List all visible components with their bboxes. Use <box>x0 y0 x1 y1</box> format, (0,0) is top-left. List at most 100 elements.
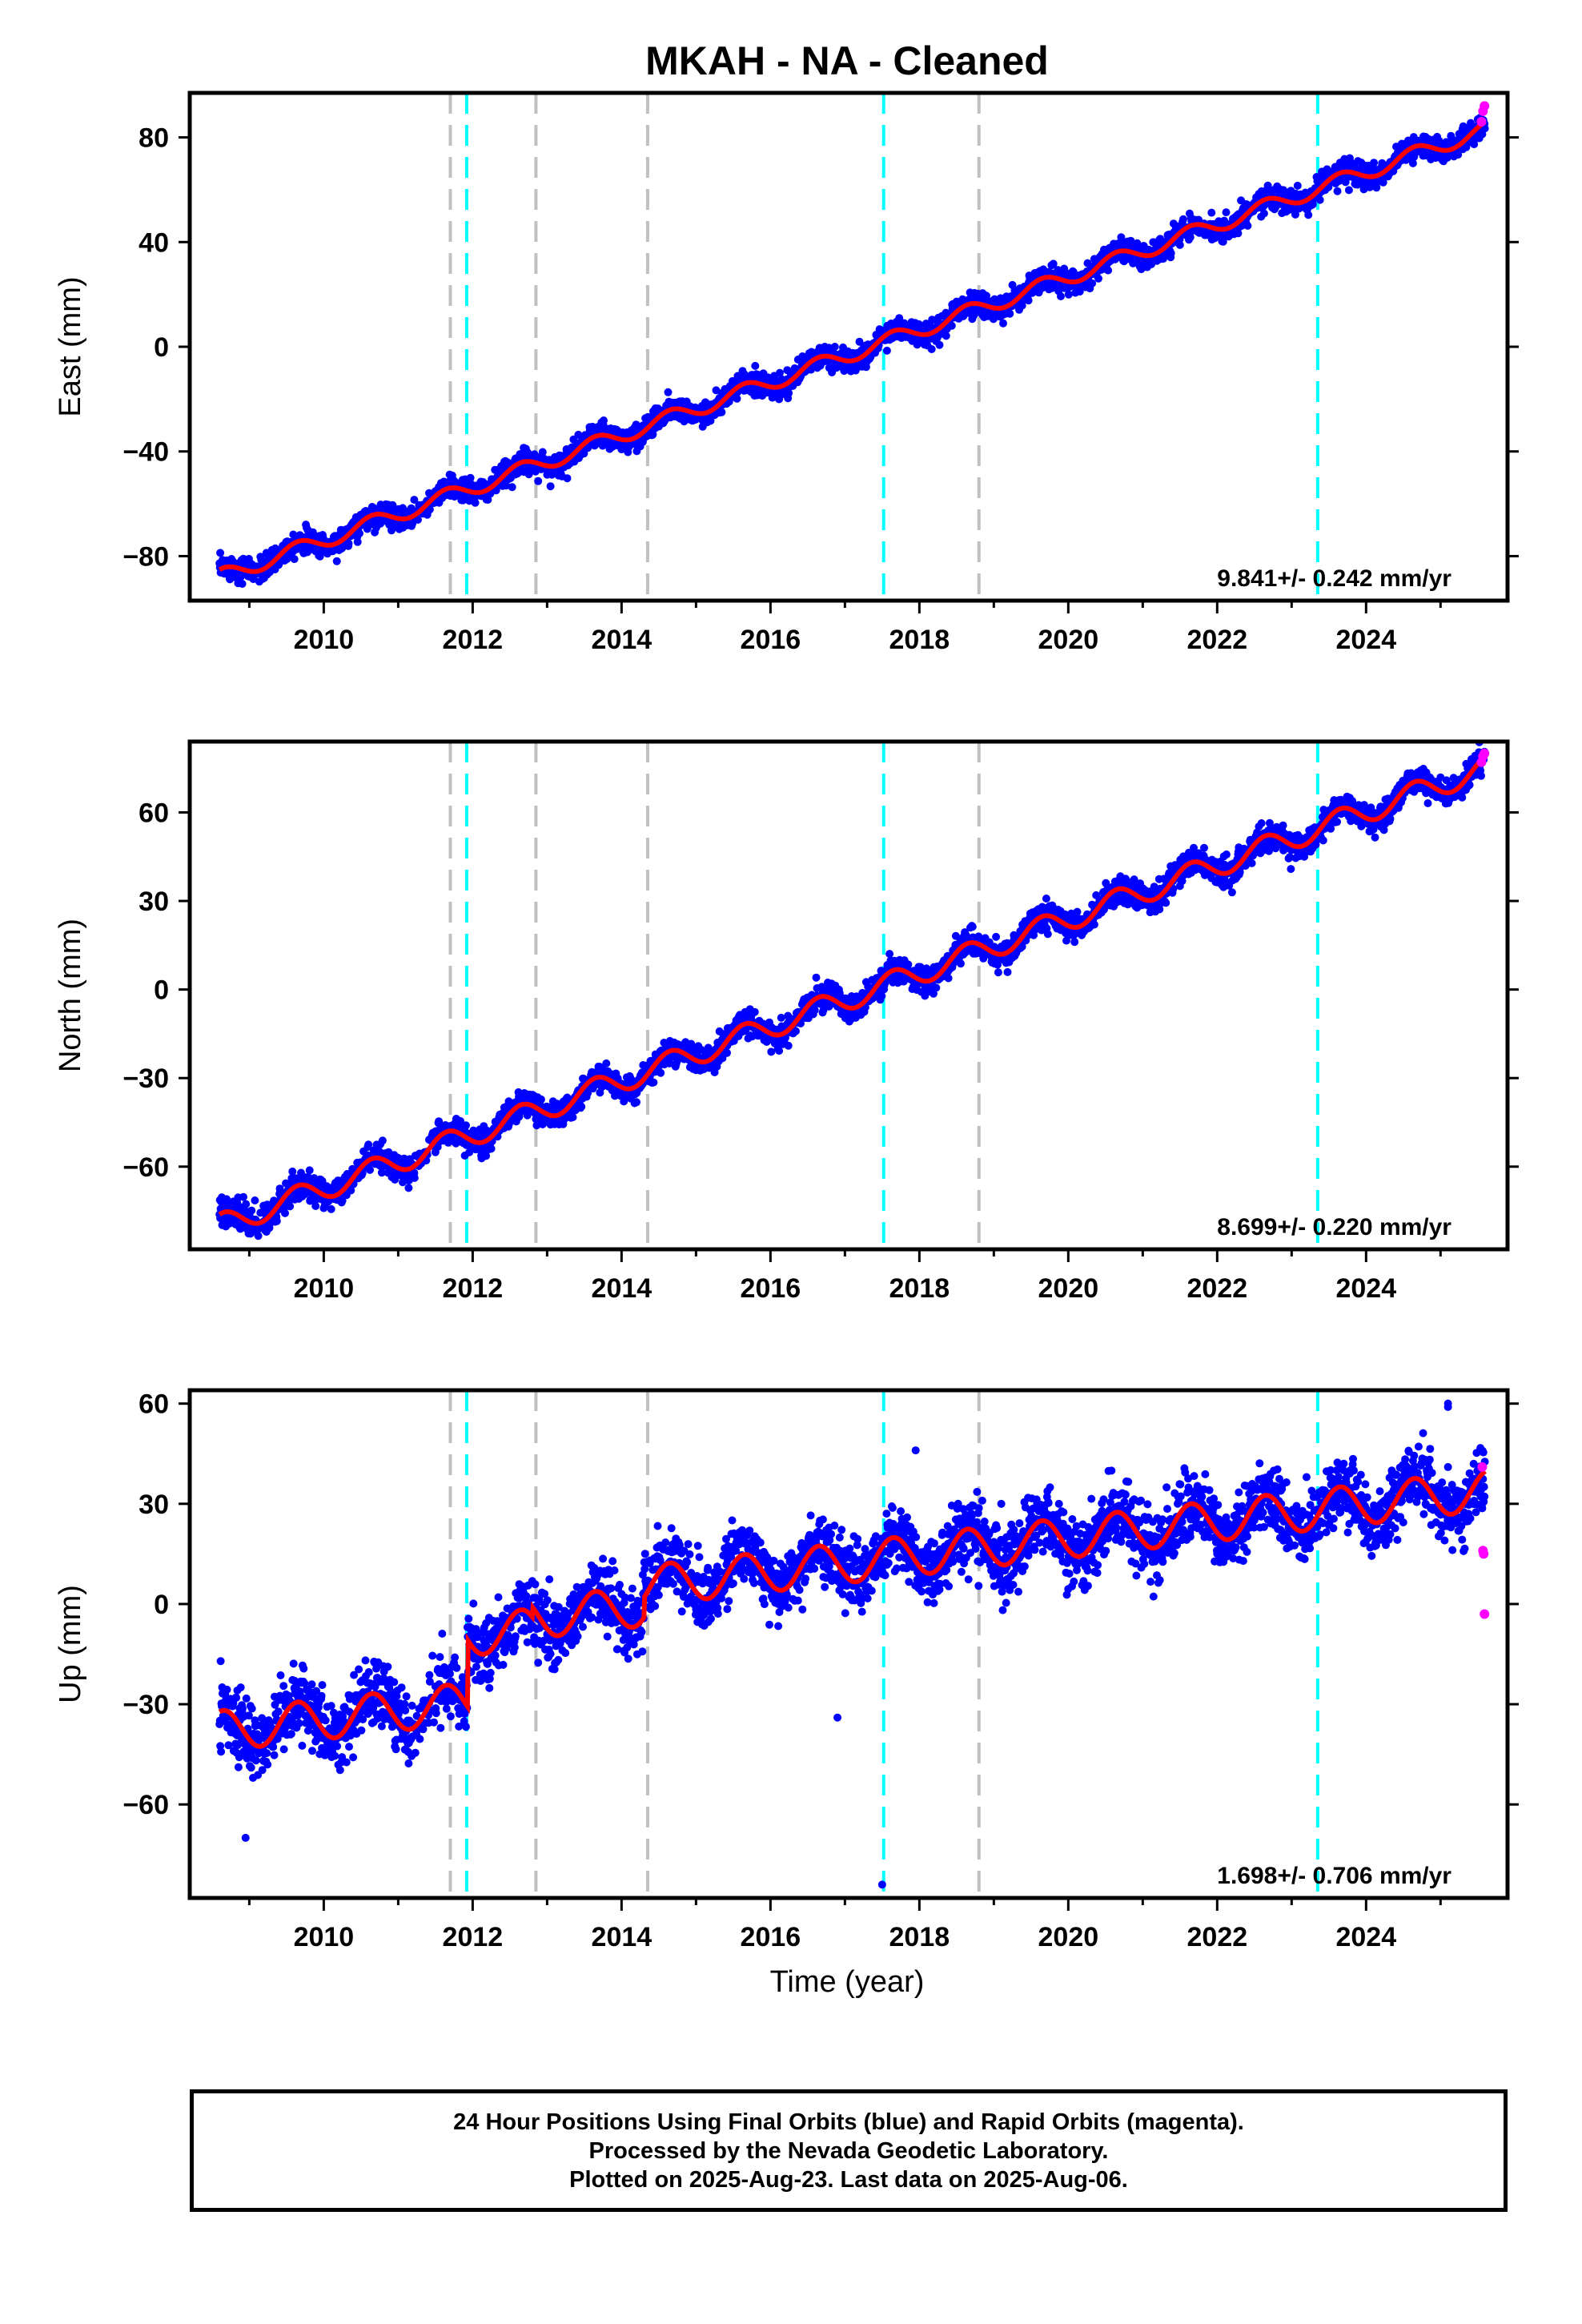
data-point <box>577 1102 586 1111</box>
data-point <box>1315 195 1324 204</box>
data-point <box>1259 209 1268 218</box>
data-point <box>1222 208 1231 217</box>
data-point <box>776 368 784 377</box>
data-point <box>1333 187 1342 195</box>
data-point <box>947 321 956 330</box>
data-point <box>1057 292 1065 300</box>
data-point <box>538 448 547 456</box>
data-point <box>239 1192 247 1201</box>
data-point <box>1064 290 1073 299</box>
data-point <box>664 388 673 396</box>
data-point <box>784 1041 793 1050</box>
data-point <box>1166 249 1175 258</box>
data-point <box>1293 181 1302 190</box>
rapid-point <box>1476 116 1487 127</box>
data-point <box>648 430 657 439</box>
data-point <box>1304 211 1313 219</box>
data-point <box>425 505 434 514</box>
data-point <box>895 314 904 323</box>
data-point <box>410 1173 419 1182</box>
x-tick-label: 2022 <box>1187 625 1248 655</box>
x-tick-label: 2024 <box>1335 625 1396 655</box>
data-point <box>290 555 299 564</box>
data-point <box>717 408 726 416</box>
data-point <box>882 346 891 355</box>
data-point <box>216 549 225 557</box>
data-point <box>563 474 572 483</box>
figure-title: MKAH - NA - Cleaned <box>645 38 1049 83</box>
data-point <box>327 1204 335 1213</box>
data-point <box>584 444 592 452</box>
data-point <box>247 1206 256 1215</box>
data-point <box>830 343 839 351</box>
data-point <box>1075 287 1084 296</box>
data-point <box>536 1095 545 1104</box>
y-tick-label: 40 <box>139 227 169 258</box>
data-point <box>534 476 543 485</box>
data-point <box>388 501 397 509</box>
data-point <box>251 1196 259 1204</box>
data-point <box>332 557 341 565</box>
data-point <box>999 319 1007 328</box>
data-point <box>1219 237 1227 246</box>
data-point <box>281 1208 289 1217</box>
data-point <box>466 473 475 482</box>
data-point <box>305 1166 314 1175</box>
data-point <box>1179 215 1187 223</box>
data-point <box>1024 296 1033 305</box>
model-fit-line <box>218 119 1487 574</box>
x-tick-label: 2016 <box>741 625 801 655</box>
data-point <box>807 365 815 374</box>
data-point <box>1243 221 1252 230</box>
data-point <box>775 1047 784 1055</box>
data-point <box>942 332 950 340</box>
data-point <box>927 345 936 353</box>
plot-area-north <box>215 742 1490 1249</box>
y-tick-label: 80 <box>139 123 169 154</box>
data-point <box>378 1136 387 1145</box>
data-point <box>471 498 480 507</box>
data-point <box>982 292 990 300</box>
data-point <box>1094 274 1102 283</box>
rapid-point <box>1480 101 1490 111</box>
y-tick-label: −40 <box>122 437 169 468</box>
y-tick-label: 0 <box>154 332 169 363</box>
data-point <box>1088 279 1097 287</box>
data-point <box>414 516 422 524</box>
data-point <box>723 1048 731 1057</box>
data-point <box>404 1184 413 1192</box>
data-point <box>272 1216 281 1225</box>
final-orbit-points <box>215 742 1489 1240</box>
data-point <box>733 394 741 403</box>
x-tick-label: 2018 <box>889 625 950 655</box>
data-point <box>1049 259 1058 268</box>
y-axis-label: East (mm) <box>54 276 87 416</box>
data-point <box>508 483 516 492</box>
data-point <box>1175 240 1184 249</box>
data-point <box>288 1167 297 1176</box>
data-point <box>602 1059 611 1068</box>
velocity-annotation: 9.841+/- 0.242 mm/yr <box>1217 565 1452 592</box>
data-point <box>366 1165 374 1174</box>
data-point <box>935 340 944 349</box>
data-point <box>462 1121 470 1130</box>
data-point <box>649 1078 658 1087</box>
data-point <box>751 361 760 370</box>
data-point <box>568 1113 577 1122</box>
data-point <box>238 580 247 588</box>
data-point <box>632 1098 640 1107</box>
final-orbit-points <box>215 102 1489 588</box>
data-point <box>785 388 793 397</box>
data-point <box>750 1007 759 1016</box>
x-tick-label: 2020 <box>1038 625 1099 655</box>
data-point <box>546 482 555 491</box>
data-point <box>1344 186 1353 195</box>
data-point <box>344 539 353 548</box>
data-point <box>410 496 419 505</box>
data-point <box>1186 233 1195 242</box>
data-point <box>487 1144 496 1153</box>
